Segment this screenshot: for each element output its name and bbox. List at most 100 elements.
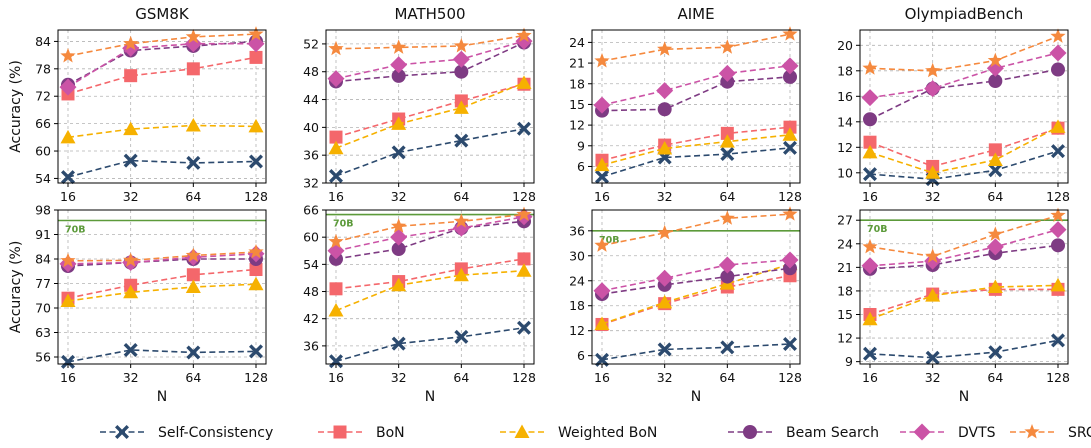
x-tick-label: 32 xyxy=(925,370,941,385)
series-line-dvts xyxy=(335,40,525,80)
star-icon xyxy=(1024,424,1040,439)
data-point xyxy=(782,206,798,221)
data-point xyxy=(720,126,734,140)
series-line-self-consistency xyxy=(601,147,791,178)
y-tick-label: 91 xyxy=(35,227,51,242)
data-point xyxy=(517,320,531,335)
data-point xyxy=(862,60,878,75)
data-point xyxy=(453,100,469,114)
series-line-self-consistency xyxy=(335,128,525,177)
series-line-bon xyxy=(601,126,791,162)
y-tick-label: 21 xyxy=(837,260,853,275)
data-point xyxy=(249,263,263,276)
data-point xyxy=(657,294,673,309)
legend-label: BoN xyxy=(376,425,405,441)
y-tick-label: 44 xyxy=(303,92,319,107)
chart-title: OlympiadBench xyxy=(905,5,1024,23)
chart-title: AIME xyxy=(677,5,714,23)
series-line-bon xyxy=(869,288,1058,316)
chart-panel-5: 70B 56 63 70 77 84 91 98 16 32 64 128 N Accuracy (%) xyxy=(8,203,268,406)
series-line-self-consistency xyxy=(67,349,257,363)
data-point xyxy=(863,135,877,149)
data-point xyxy=(718,64,736,82)
data-point xyxy=(59,78,77,96)
series-line-weighted-bon xyxy=(67,124,257,139)
data-point xyxy=(925,165,941,179)
data-point xyxy=(924,80,942,98)
x-tick-label: 32 xyxy=(123,189,139,204)
data-point xyxy=(248,244,264,259)
y-axis-label: Accuracy (%) xyxy=(8,241,24,334)
x-tick-label: 16 xyxy=(328,370,344,385)
data-point xyxy=(329,282,343,296)
y-tick-label: 15 xyxy=(837,307,853,322)
x-tick-label: 16 xyxy=(60,189,76,204)
series-line-self-consistency xyxy=(67,159,257,178)
data-point xyxy=(327,70,345,88)
data-point xyxy=(248,276,264,291)
series-line-weighted-bon xyxy=(601,263,791,325)
data-point xyxy=(328,233,344,249)
data-point xyxy=(123,252,139,267)
series-line-beam-search xyxy=(601,76,791,112)
x-tick-label: 128 xyxy=(512,370,536,385)
series-line-dvts xyxy=(601,259,791,292)
square-icon xyxy=(333,425,347,439)
plot-frame xyxy=(325,29,535,184)
data-point xyxy=(1049,221,1067,239)
y-tick-label: 78 xyxy=(35,61,51,76)
x-tick-label: 64 xyxy=(987,370,1003,385)
data-point xyxy=(186,62,200,76)
legend-label: Self-Consistency xyxy=(158,425,273,441)
legend: Self-Consistency BoN Weighted BoN Beam Sear… xyxy=(100,423,1091,441)
data-point xyxy=(925,350,940,365)
data-point xyxy=(986,59,1004,77)
y-tick-label: 18 xyxy=(837,283,853,298)
data-point xyxy=(453,267,469,282)
data-point xyxy=(595,352,609,367)
data-point xyxy=(185,117,201,132)
plot-frame xyxy=(591,209,801,365)
y-tick-label: 66 xyxy=(35,116,51,131)
x-tick-label: 32 xyxy=(657,189,673,204)
y-tick-label: 12 xyxy=(569,118,585,133)
data-point xyxy=(656,82,674,100)
data-point xyxy=(61,354,75,369)
ref-label-70b: 70B xyxy=(867,224,887,235)
data-point xyxy=(186,345,201,360)
chart-title: GSM8K xyxy=(135,5,190,23)
series-line-weighted-bon xyxy=(67,283,257,302)
data-point xyxy=(781,251,799,269)
x-tick-label: 128 xyxy=(778,189,802,204)
x-tick-label: 128 xyxy=(1046,370,1070,385)
legend-label: DVTS xyxy=(958,425,996,441)
legend-label: Weighted BoN xyxy=(558,425,657,441)
y-tick-label: 56 xyxy=(35,350,51,365)
data-point xyxy=(60,48,76,63)
x-tick-label: 64 xyxy=(453,370,469,385)
x-tick-label: 16 xyxy=(60,370,76,385)
data-point xyxy=(718,256,736,274)
x-tick-label: 32 xyxy=(391,189,407,204)
y-tick-label: 6 xyxy=(577,348,585,363)
chart-panel-6: 70B 36 42 48 54 60 66 16 32 64 128 N xyxy=(303,203,536,406)
data-point xyxy=(453,38,469,53)
y-tick-label: 66 xyxy=(303,203,319,218)
data-point xyxy=(1051,238,1065,253)
series-line-bon xyxy=(335,258,525,290)
chart-panel-1: 54 60 66 72 78 84 16 32 64 128 GSM8K Accuracy (%) xyxy=(8,5,268,204)
series-line-srca xyxy=(335,213,525,243)
ref-label-70b: 70B xyxy=(333,219,353,230)
series-line-beam-search xyxy=(869,244,1059,270)
data-point xyxy=(185,28,201,44)
legend-label: SRCA xyxy=(1068,425,1091,441)
data-point xyxy=(123,284,139,299)
x-tick-label: 64 xyxy=(719,189,735,204)
data-point xyxy=(185,279,201,293)
data-point xyxy=(782,26,798,41)
series-line-self-consistency xyxy=(335,327,525,363)
x-tick-label: 16 xyxy=(594,189,610,204)
y-tick-label: 20 xyxy=(837,38,853,53)
data-point xyxy=(517,252,531,266)
